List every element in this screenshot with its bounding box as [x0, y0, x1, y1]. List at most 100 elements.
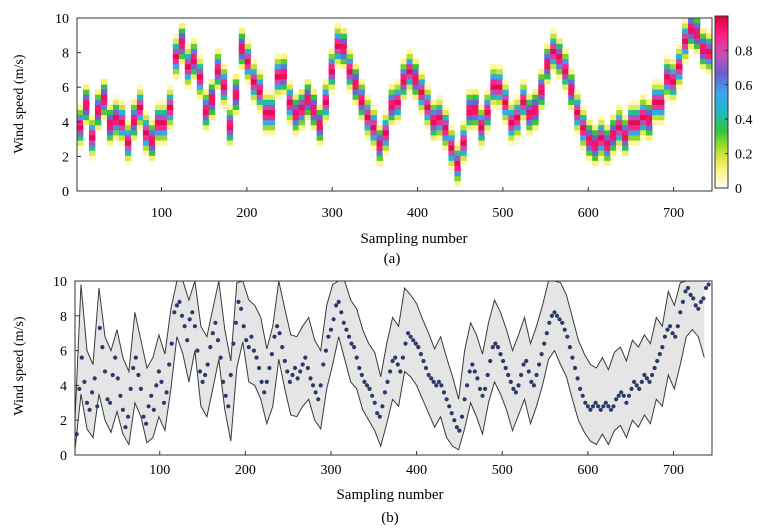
heatmap-cell — [262, 129, 270, 136]
data-point — [285, 369, 290, 374]
heatmap-cell — [544, 68, 551, 75]
heatmap-cell — [310, 124, 318, 131]
heatmap-cell — [634, 104, 641, 110]
heatmap-cell — [94, 109, 102, 116]
heatmap-cell — [490, 94, 497, 100]
heatmap-cell — [556, 48, 563, 55]
heatmap-cell — [676, 73, 683, 80]
data-point — [123, 425, 128, 430]
heatmap-cell — [77, 104, 84, 110]
data-point — [131, 365, 136, 371]
data-point — [346, 334, 352, 339]
heatmap-cell — [136, 119, 144, 126]
heatmap-cell — [274, 84, 282, 90]
heatmap-cell — [130, 119, 138, 126]
heatmap-cell — [298, 114, 306, 121]
heatmap-cell — [430, 109, 437, 116]
heatmap-cell — [640, 99, 647, 105]
heatmap-cell — [406, 63, 413, 70]
panel-b-ytick-label: 4 — [60, 379, 67, 394]
upper-bound-line — [75, 281, 705, 421]
panel-b-ytick-label: 8 — [60, 310, 67, 325]
heatmap-cell — [508, 119, 515, 126]
heatmap-cell — [658, 99, 665, 105]
heatmap-cell — [682, 18, 689, 24]
heatmap-cell — [682, 43, 689, 49]
heatmap-cell — [388, 104, 395, 110]
data-point — [108, 400, 113, 405]
data-point — [203, 372, 208, 378]
data-point — [480, 393, 485, 398]
data-point — [341, 320, 346, 325]
heatmap-cell — [682, 38, 689, 44]
heatmap-cell — [646, 104, 653, 110]
heatmap-cell — [340, 58, 347, 65]
heatmap-cell — [634, 119, 641, 126]
heatmap-cell — [640, 119, 647, 126]
heatmap-cell — [646, 119, 653, 126]
panel-b-xtick-label: 200 — [235, 463, 256, 478]
heatmap-cell — [484, 114, 491, 121]
heatmap-cell — [652, 89, 659, 95]
colorbar-step — [715, 182, 728, 186]
heatmap-cell — [502, 79, 509, 85]
heatmap-cell — [352, 84, 359, 90]
heatmap-cell — [472, 124, 479, 131]
data-point — [349, 341, 354, 346]
colorbar-step — [715, 136, 728, 140]
heatmap-cell — [688, 38, 695, 44]
heatmap-cell — [352, 89, 359, 95]
heatmap-cell — [184, 68, 192, 75]
heatmap-cell — [370, 129, 377, 136]
heatmap-cell — [436, 109, 443, 116]
heatmap-cell — [88, 155, 96, 161]
heatmap-cell — [520, 109, 527, 116]
heatmap-cell — [376, 124, 383, 131]
heatmap-cell — [256, 79, 264, 85]
heatmap-cell — [244, 48, 252, 55]
heatmap-cell — [364, 124, 371, 131]
data-point — [164, 390, 169, 395]
heatmap-cell — [130, 129, 138, 136]
heatmap-cell — [556, 63, 563, 70]
heatmap-cell — [106, 114, 114, 121]
heatmap-cell — [226, 129, 234, 136]
panel-a-xtick-label: 100 — [151, 206, 172, 221]
heatmap-cell — [664, 84, 671, 90]
heatmap-cell — [394, 99, 401, 105]
heatmap-cell — [244, 79, 252, 85]
heatmap-cell — [400, 89, 407, 95]
heatmap-cell — [226, 140, 234, 146]
heatmap-cell — [580, 109, 587, 116]
data-point — [447, 404, 452, 409]
data-point — [542, 341, 547, 346]
heatmap-cell — [496, 63, 503, 70]
heatmap-cell — [316, 124, 324, 131]
heatmap-cell — [214, 68, 222, 75]
heatmap-cell — [454, 160, 461, 166]
heatmap-cell — [508, 129, 515, 136]
heatmap-cell — [676, 53, 683, 60]
panel-a-xtick-label: 400 — [407, 206, 428, 221]
data-point — [257, 365, 262, 371]
heatmap-cell — [544, 79, 551, 85]
heatmap-cell — [664, 53, 671, 60]
heatmap-cell — [670, 94, 677, 100]
heatmap-cell — [112, 104, 120, 110]
heatmap-cell — [154, 140, 162, 146]
data-point — [138, 386, 143, 391]
heatmap-cell — [526, 99, 533, 105]
data-point — [698, 299, 704, 304]
heatmap-cell — [598, 140, 605, 146]
heatmap-cell — [94, 119, 102, 126]
heatmap-cell — [370, 104, 377, 110]
heatmap-cell — [646, 135, 653, 141]
heatmap-cell — [304, 99, 312, 105]
data-point — [565, 334, 570, 339]
data-point — [606, 404, 611, 409]
heatmap-cell — [256, 104, 264, 110]
heatmap-cell — [208, 99, 216, 105]
data-point — [190, 310, 195, 315]
heatmap-cell — [676, 84, 683, 90]
heatmap-cell — [628, 119, 635, 126]
